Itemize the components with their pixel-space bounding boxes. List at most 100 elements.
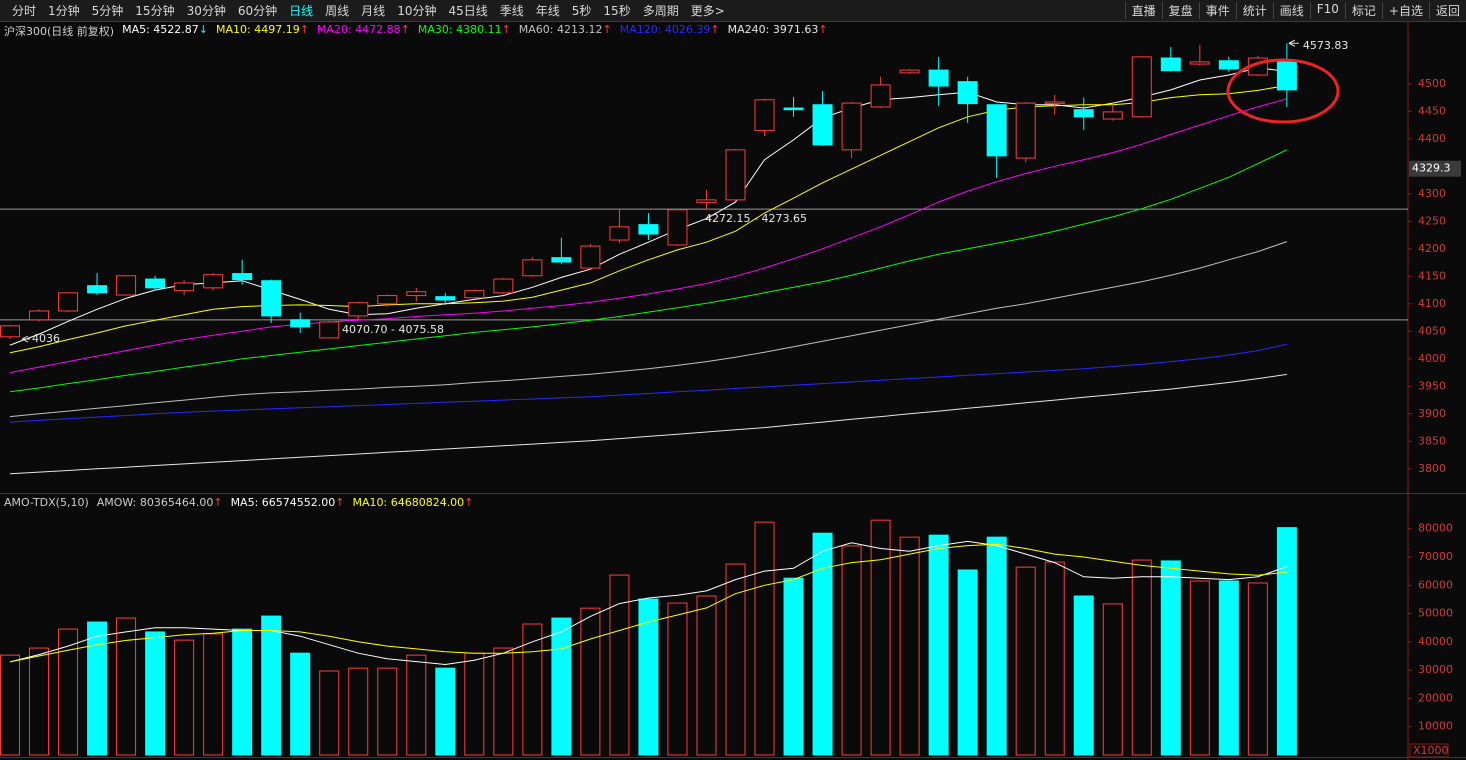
volume-bar — [1276, 527, 1297, 756]
period-tab[interactable]: 10分钟 — [397, 4, 437, 18]
period-tab[interactable]: 30分钟 — [186, 4, 226, 18]
legend-label: AMOW: 80365464.00 — [96, 496, 214, 509]
volume-bar — [174, 639, 195, 756]
highlight-circle — [1226, 58, 1340, 124]
tool-button[interactable]: 事件 — [1198, 2, 1236, 19]
volume-bar — [841, 545, 862, 756]
period-tab[interactable]: 5秒 — [571, 4, 592, 18]
ma-line — [9, 67, 1287, 346]
legend-entry: MA5: 66574552.00↑ — [231, 496, 345, 509]
low-arrow — [21, 335, 30, 343]
legend-entry: MA60: 4213.12↑ — [519, 23, 612, 39]
y-tick-label: 4450 — [1418, 104, 1446, 117]
period-tab[interactable]: 分时 — [12, 4, 37, 18]
volume-bar — [348, 667, 369, 756]
candle-body — [1160, 57, 1181, 72]
toolbar: 分时 1分钟 5分钟 15分钟 30分钟 60分钟 日线 周线 月线 10分钟 45日线 季线 年线 5秒… — [0, 0, 1466, 22]
candle-body — [406, 291, 427, 297]
period-tab[interactable]: 周线 — [325, 4, 350, 18]
y-tick-label: 30000 — [1418, 663, 1453, 676]
legend-entry: MA10: 64680824.00↑ — [352, 496, 473, 509]
period-tab[interactable]: 60分钟 — [237, 4, 278, 18]
tool-button[interactable]: +自选 — [1381, 2, 1429, 19]
y-tick-label: 4400 — [1418, 132, 1446, 145]
candle-body — [667, 209, 688, 246]
candle-body — [232, 273, 253, 281]
period-tab[interactable]: 季线 — [499, 4, 524, 18]
price-marker-box — [1409, 160, 1461, 177]
y-tick-label: 4250 — [1418, 214, 1446, 227]
volume-bar — [87, 621, 108, 756]
legend-label: MA10: 64680824.00 — [352, 496, 465, 509]
period-tab[interactable]: 15秒 — [603, 4, 631, 18]
candle-body — [899, 69, 920, 74]
volume-bar — [319, 670, 340, 756]
tool-button[interactable]: 画线 — [1272, 2, 1310, 19]
legend-arrow: ↓ — [198, 23, 209, 36]
volume-bar — [551, 617, 572, 756]
candle-body — [870, 84, 891, 108]
candle-body — [87, 285, 108, 294]
period-tab[interactable]: 日线 — [289, 4, 314, 18]
volume-bar — [1044, 561, 1065, 756]
period-tab[interactable]: 1分钟 — [48, 4, 80, 18]
y-tick-label: 40000 — [1418, 635, 1453, 648]
tool-button[interactable]: F10 — [1309, 2, 1345, 19]
volume-bar — [1160, 560, 1181, 756]
period-tab[interactable]: 15分钟 — [135, 4, 175, 18]
volume-bar — [783, 577, 804, 756]
legend-entry: MA240: 3971.63↑ — [728, 23, 828, 39]
legend-arrow: ↑ — [818, 23, 828, 36]
y-tick-label: 3850 — [1418, 434, 1446, 447]
candle-body — [29, 310, 50, 321]
volume-bar — [58, 628, 79, 756]
ma-line — [9, 373, 1287, 475]
volume-ma-line — [9, 540, 1288, 666]
legend-label: MA120: 4026.39 — [619, 23, 711, 36]
legend-label: MA10: 4497.19 — [216, 23, 300, 36]
candle-body — [319, 321, 340, 339]
price-legend: 沪深300(日线 前复权) MA5: 4522.87↓ MA10: 4497.19 ↑… — [4, 23, 828, 39]
tool-button[interactable]: 标记 — [1344, 2, 1382, 19]
volume-bar — [957, 569, 978, 756]
tool-buttons: 直播 复盘 事件 统计 画线 F10 标记 +自选 返回 — [1124, 2, 1466, 19]
volume-legend: AMO-TDX(5,10) AMOW: 80365464.00↑ MA5: 6657… — [4, 496, 473, 509]
volume-bar — [754, 521, 775, 756]
period-tab[interactable]: 月线 — [361, 4, 386, 18]
tool-button[interactable]: 复盘 — [1161, 2, 1199, 19]
volume-bar — [667, 602, 688, 756]
volume-bar — [522, 623, 543, 756]
volume-bar — [435, 667, 456, 756]
y-tick-label: 4150 — [1418, 269, 1446, 282]
legend-arrow: ↑ — [213, 496, 223, 509]
period-tab[interactable]: 年线 — [535, 4, 560, 18]
period-tab[interactable]: 5分钟 — [91, 4, 124, 18]
candle-body — [754, 99, 775, 132]
candle-body — [1276, 61, 1297, 91]
legend-arrow: ↑ — [335, 496, 345, 509]
candle-body — [0, 325, 20, 338]
candle-body — [290, 319, 311, 328]
tool-button[interactable]: 直播 — [1124, 2, 1162, 19]
chart-title: 沪深300(日线 前复权) — [4, 25, 115, 38]
volume-bar — [0, 654, 20, 756]
candle-body — [725, 149, 746, 201]
legend-entry: AMOW: 80365464.00↑ — [97, 496, 223, 509]
y-tick-label: 4300 — [1418, 187, 1446, 200]
candle-body — [580, 245, 601, 269]
period-tab[interactable]: 45日线 — [448, 4, 488, 18]
legend-label: MA5: 4522.87 — [122, 23, 199, 36]
y-tick-label: 50000 — [1418, 607, 1453, 620]
candle-body — [928, 69, 949, 87]
legend-arrow: ↑ — [501, 23, 511, 36]
period-tab[interactable]: 多周期 — [642, 4, 679, 18]
candle-body — [348, 302, 369, 317]
tool-button[interactable]: 统计 — [1235, 2, 1273, 19]
tool-button[interactable]: 返回 — [1428, 2, 1466, 19]
y-tick-label: 20000 — [1418, 691, 1453, 704]
period-tab[interactable]: 更多> — [690, 4, 725, 18]
candle-body — [1073, 109, 1094, 118]
candle-body — [435, 296, 456, 301]
candle-body — [1189, 61, 1210, 65]
